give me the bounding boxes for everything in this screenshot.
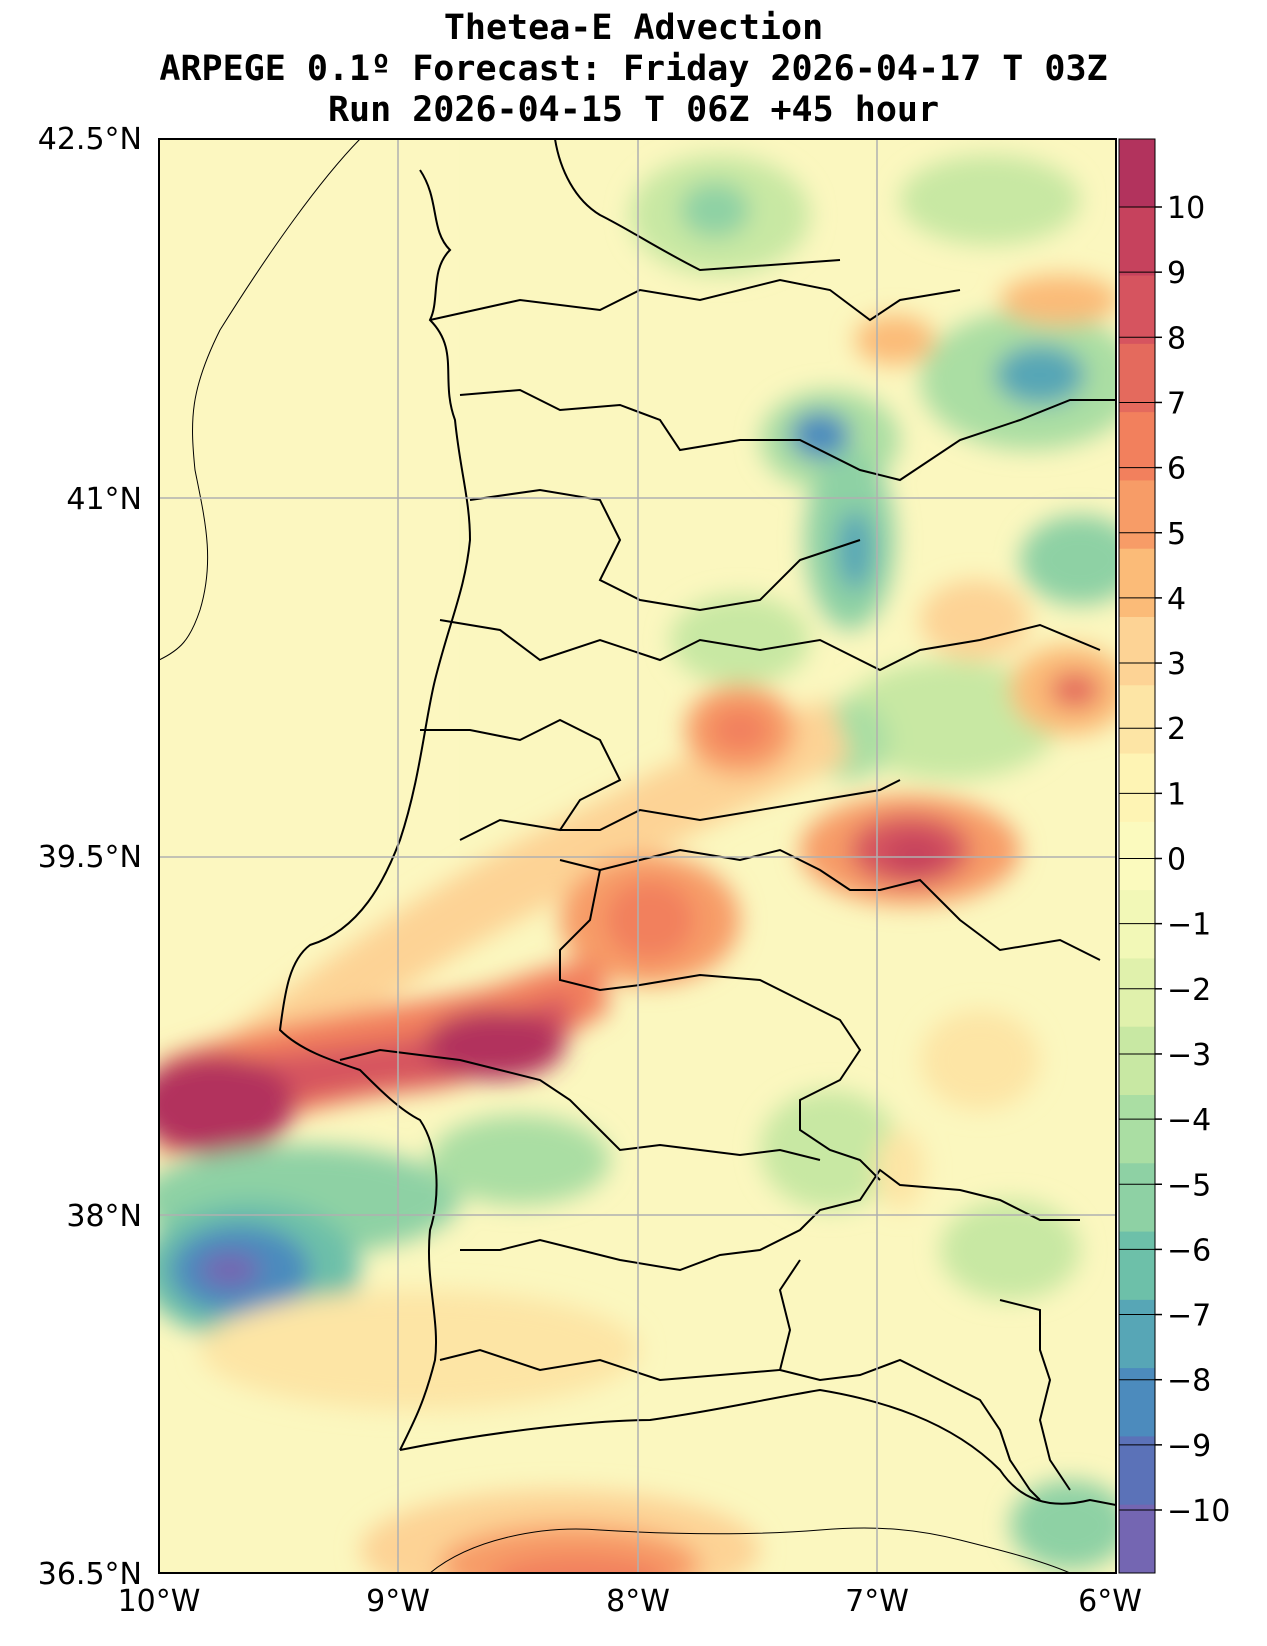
bathymetry-line — [159, 139, 1071, 1573]
colorbar-tick-label: 3 — [1167, 647, 1186, 682]
colorbar-tick-label: −5 — [1167, 1168, 1211, 1203]
colorbar-tick-label: −9 — [1167, 1429, 1211, 1464]
colorbar-segment — [1119, 890, 1155, 959]
colorbar-segment — [1119, 685, 1155, 755]
map-title: Thetea-E Advection ARPEGE 0.1º Forecast:… — [0, 8, 1267, 131]
lon-label-6w: 6°W — [1078, 1584, 1142, 1619]
lat-label-41: 41°N — [66, 482, 142, 517]
colorbar-tick-label: −8 — [1167, 1364, 1211, 1399]
lon-axis: 10°W 9°W 8°W 7°W 6°W — [118, 1584, 1142, 1619]
colorbar-tick-label: −3 — [1167, 1038, 1211, 1073]
colorbar-tick-label: 9 — [1167, 256, 1186, 291]
colorbar-tick-label: 2 — [1167, 712, 1186, 747]
colorbar-segment — [1119, 958, 1155, 1028]
colorbar-segment — [1119, 1504, 1155, 1574]
colorbar-tick-label: 0 — [1167, 843, 1186, 878]
colorbar-segment — [1119, 1163, 1155, 1233]
colorbar-segment — [1119, 480, 1155, 550]
lat-label-39-5: 39.5°N — [38, 840, 142, 875]
lon-label-7w: 7°W — [845, 1584, 909, 1619]
colorbar-tick-label: −6 — [1167, 1233, 1211, 1268]
lat-label-42-5: 42.5°N — [38, 122, 142, 157]
title-line-3: Run 2026-04-15 T 06Z +45 hour — [327, 90, 940, 130]
colorbar-tick-label: 10 — [1167, 191, 1205, 226]
colorbar-segment — [1119, 275, 1155, 345]
colorbar-segment — [1119, 1026, 1155, 1096]
lat-label-36-5: 36.5°N — [38, 1557, 142, 1592]
colorbar-segment — [1119, 548, 1155, 618]
lon-label-10w: 10°W — [118, 1584, 201, 1619]
lat-label-38: 38°N — [66, 1199, 142, 1234]
colorbar-segment — [1119, 753, 1155, 823]
colorbar-segment — [1119, 412, 1155, 481]
colorbar-segment — [1119, 343, 1155, 413]
lat-axis: 42.5°N 41°N 39.5°N 38°N 36.5°N — [38, 122, 142, 1592]
colorbar-tick-label: −4 — [1167, 1103, 1211, 1138]
colorbar-tick-label: 1 — [1167, 777, 1186, 812]
colorbar-tick-label: −7 — [1167, 1299, 1211, 1334]
colorbar-segment — [1119, 1231, 1155, 1301]
colorbar-segment — [1119, 1095, 1155, 1164]
title-line-1: Thetea-E Advection — [443, 8, 824, 48]
colorbar-tick-label: 8 — [1167, 321, 1186, 356]
colorbar-segment — [1119, 1368, 1155, 1437]
colorbar-tick-label: 7 — [1167, 386, 1186, 421]
colorbar-segment — [1119, 139, 1155, 208]
colorbar-segment — [1119, 207, 1155, 277]
colorbar-segment — [1119, 1436, 1155, 1506]
colorbar-tick-label: −10 — [1167, 1494, 1230, 1529]
coastline-borders — [278, 139, 1116, 1506]
colorbar-tick-label: 4 — [1167, 582, 1186, 617]
colorbar-tick-label: −1 — [1167, 908, 1211, 943]
gridlines — [159, 139, 1116, 1573]
title-line-2: ARPEGE 0.1º Forecast: Friday 2026-04-17 … — [159, 49, 1108, 89]
colorbar-frame — [1118, 138, 1156, 1574]
lon-label-9w: 9°W — [366, 1584, 430, 1619]
colorbar-segment — [1119, 821, 1155, 891]
lon-label-8w: 8°W — [606, 1584, 670, 1619]
map-frame — [158, 138, 1117, 1574]
colorbar-segment — [1119, 1299, 1155, 1369]
colorbar-segment — [1119, 617, 1155, 686]
colorbar-tick-label: 6 — [1167, 452, 1186, 487]
colorbar-tick-label: 5 — [1167, 517, 1186, 552]
colorbar-tick-label: −2 — [1167, 973, 1211, 1008]
